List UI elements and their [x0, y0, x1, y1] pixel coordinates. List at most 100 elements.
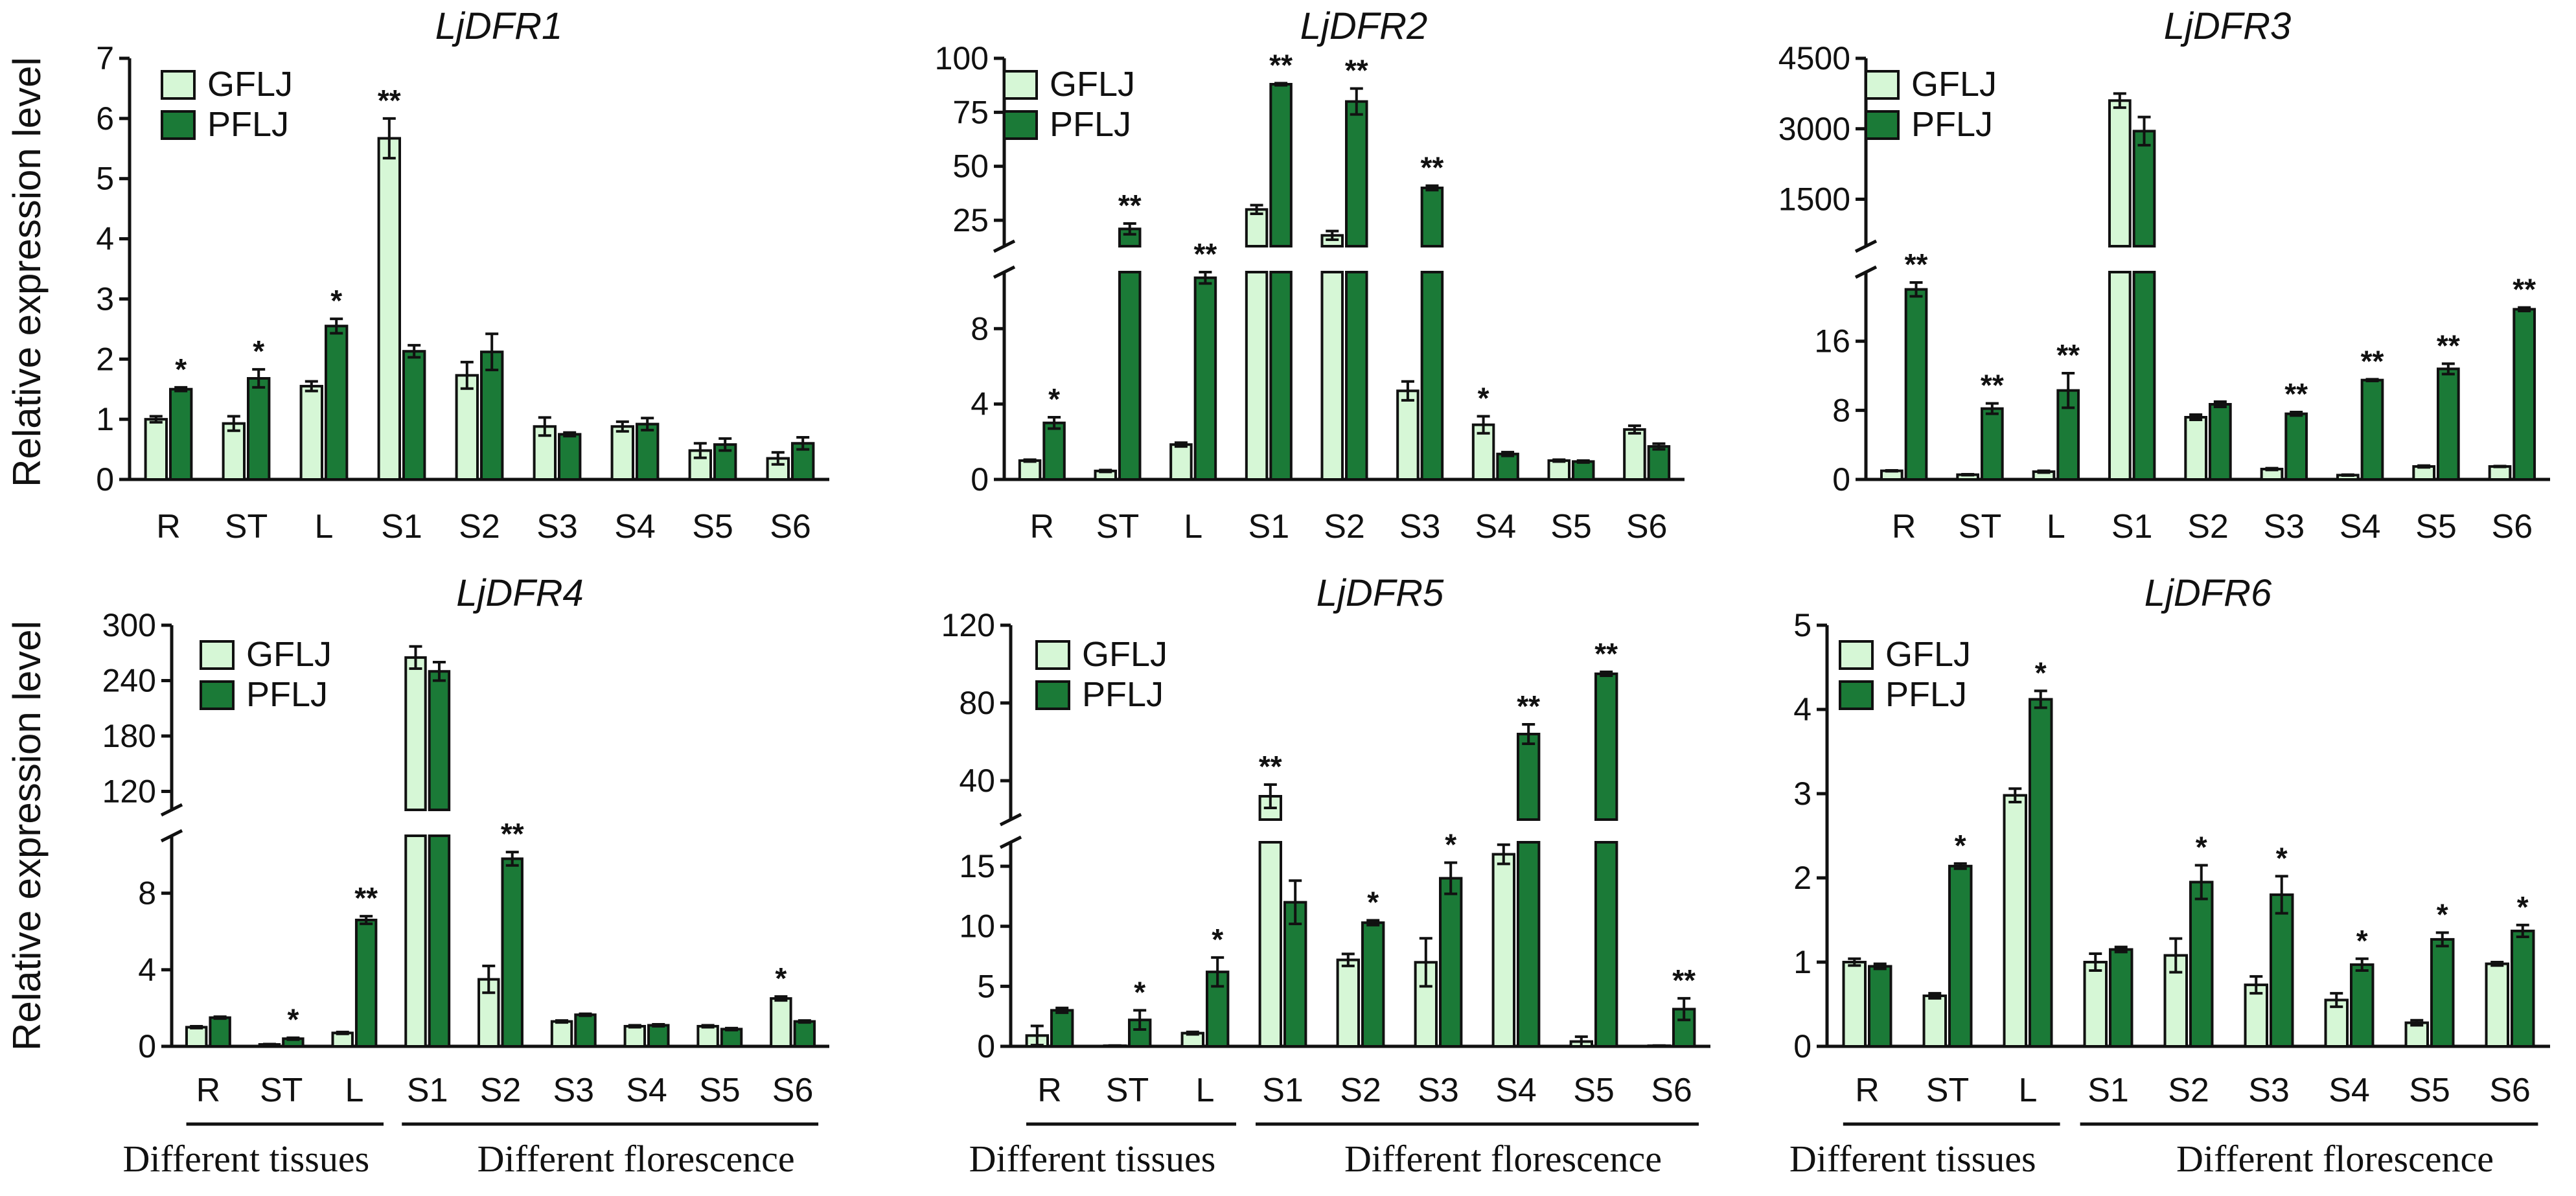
error-bar	[2114, 945, 2128, 954]
error-bar	[1873, 962, 1887, 971]
error-bar	[2037, 469, 2051, 474]
significance-mark: *	[2356, 924, 2368, 958]
bar-GFLJ-S4	[610, 425, 634, 481]
x-tick-label: S2	[459, 508, 500, 546]
bar-PFLJ-S6	[793, 1020, 816, 1048]
error-bar	[1023, 458, 1037, 463]
error-bar	[1652, 442, 1666, 451]
panel-LjDFR2: 0 4 8 25 50 75 100 LjDFR2 * R ** ST ** L ** S1 ** S2 ** S3 *…	[935, 5, 1685, 546]
bar-PFLJ-S1	[1283, 901, 1307, 1048]
error-bar	[2113, 92, 2126, 109]
bar-GFLJ-ST	[222, 422, 246, 481]
x-tick-label: S1	[2111, 508, 2153, 546]
x-tick-label: S6	[772, 1072, 814, 1109]
x-tick-label: S3	[1399, 508, 1441, 546]
significance-mark: *	[1445, 828, 1456, 862]
legend-label-PFLJ: PFLJ	[1885, 675, 1967, 714]
error-bar	[1497, 843, 1510, 866]
bar-GFLJ-R	[185, 1026, 208, 1048]
legend-label-PFLJ: PFLJ	[1911, 105, 1993, 144]
significance-mark: **	[1905, 247, 1928, 281]
x-tick-label: ST	[260, 1072, 303, 1109]
y-tick-label: 1	[1793, 944, 1811, 980]
error-bar	[1326, 229, 1339, 241]
significance-mark: **	[1981, 369, 2004, 402]
error-bar	[1055, 1006, 1069, 1015]
group-label-florescence: Different florescence	[1344, 1138, 1662, 1180]
y-tick-label: 0	[138, 1028, 156, 1064]
x-tick-label: S5	[699, 1072, 741, 1109]
x-tick-label: S5	[1550, 508, 1592, 546]
bar-PFLJ-ST-lower	[1118, 271, 1142, 481]
y-tick-label: 120	[941, 607, 995, 643]
bar-PFLJ-S4	[2360, 378, 2384, 481]
error-bar	[1250, 203, 1263, 215]
y-tick-label: 15	[959, 848, 995, 884]
x-tick-label: S1	[2087, 1072, 2129, 1109]
y-axis-label-bottom: Relative expression level	[5, 621, 49, 1051]
y-tick-label: 3	[1793, 776, 1811, 812]
legend-label-GFLJ: GFLJ	[207, 65, 293, 104]
bar-GFLJ-S2	[1336, 958, 1361, 1048]
y-tick-label: 1500	[1778, 181, 1850, 218]
significance-mark: *	[1212, 923, 1223, 956]
significance-mark: *	[2196, 831, 2207, 864]
error-bar	[555, 1019, 569, 1024]
significance-mark: **	[1594, 637, 1618, 671]
legend-swatch-GFLJ	[1003, 70, 1038, 100]
significance-mark: **	[501, 817, 524, 851]
significance-mark: *	[2437, 898, 2448, 932]
y-tick-label: 8	[1832, 392, 1850, 428]
axis-break-mark	[1854, 265, 1878, 279]
legend-label-PFLJ: PFLJ	[1082, 675, 1164, 714]
error-bar	[2435, 931, 2449, 948]
y-tick-label: 4500	[1778, 40, 1850, 76]
chart-title: LjDFR1	[435, 5, 563, 47]
error-bar	[798, 1019, 811, 1024]
bar-PFLJ-S4	[2350, 963, 2375, 1048]
chart-title: LjDFR4	[456, 572, 584, 614]
error-bar	[1274, 82, 1288, 87]
y-tick-label: 2	[1793, 860, 1811, 896]
y-tick-label: 6	[96, 100, 114, 137]
significance-mark: *	[330, 284, 342, 317]
x-tick-label: S3	[2264, 508, 2305, 546]
bar-GFLJ-S4	[1471, 423, 1495, 481]
group-label-tissues: Different tissues	[1789, 1138, 2036, 1180]
x-tick-label: S6	[2492, 508, 2533, 546]
y-tick-label: 4	[1793, 691, 1811, 728]
bar-PFLJ-S2	[501, 857, 523, 1048]
error-bar	[1477, 415, 1490, 435]
bar-PFLJ-S3	[558, 433, 582, 481]
legend-label-GFLJ: GFLJ	[1082, 635, 1167, 674]
x-tick-label: L	[2047, 508, 2065, 546]
bar-PFLJ-S3	[2284, 412, 2308, 481]
bar-PFLJ-S4	[1517, 733, 1541, 821]
y-tick-label: 5	[1793, 607, 1811, 643]
x-tick-label: R	[1037, 1072, 1062, 1109]
significance-mark: **	[1672, 963, 1696, 997]
error-bar	[2330, 992, 2343, 1008]
error-bar	[482, 964, 496, 995]
y-tick-label: 4	[96, 221, 114, 257]
bar-GFLJ-S2	[2184, 416, 2208, 481]
y-tick-label: 120	[102, 774, 156, 810]
legend-swatch-GFLJ	[1839, 640, 1874, 670]
y-tick-label: 80	[959, 685, 995, 721]
bar-PFLJ-S5	[720, 1028, 743, 1048]
bar-PFLJ-S3	[2270, 893, 2294, 1048]
panel-LjDFR6: 0 1 2 3 4 5 LjDFR6 R * ST * L S1 * S2 * S3 * S4 * S5 * S6 GFLJP…	[1789, 572, 2550, 1180]
significance-mark: **	[1118, 189, 1142, 222]
bar-PFLJ-S4-lower	[1517, 841, 1541, 1048]
error-bar	[505, 851, 519, 867]
bar-PFLJ-S1-lower	[1269, 271, 1293, 481]
legend-swatch-PFLJ	[1003, 110, 1038, 140]
bar-GFLJ-L	[1169, 443, 1193, 481]
significance-mark: *	[1955, 829, 1966, 862]
error-bar	[1123, 222, 1136, 236]
y-tick-label: 1	[96, 401, 114, 437]
error-bar	[1350, 87, 1363, 116]
bar-PFLJ-R	[209, 1016, 231, 1048]
y-tick-label: 0	[977, 1028, 995, 1064]
